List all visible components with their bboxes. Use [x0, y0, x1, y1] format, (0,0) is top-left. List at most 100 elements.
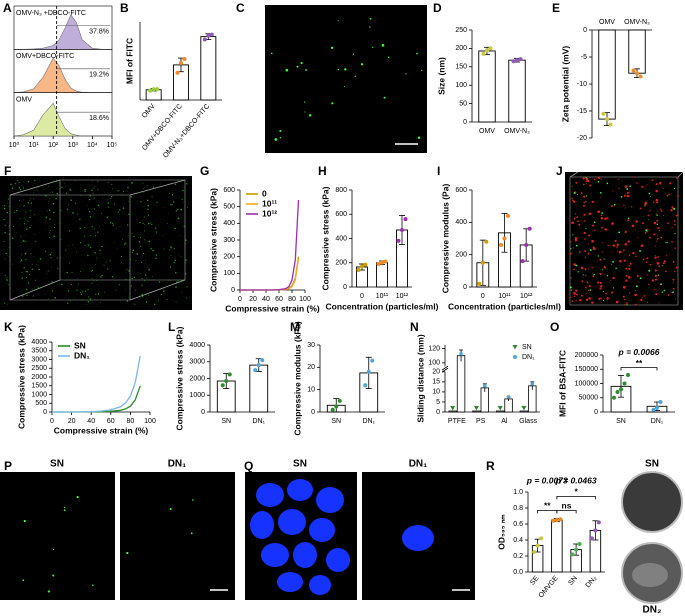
speckle	[11, 187, 14, 189]
speckle	[344, 68, 347, 71]
speckle	[12, 237, 14, 239]
speckle	[142, 296, 144, 297]
bar	[598, 29, 616, 120]
data-point	[655, 405, 659, 410]
speckle	[186, 183, 188, 185]
speckle	[184, 237, 185, 239]
speckle	[672, 278, 675, 281]
data-point	[539, 536, 544, 541]
x-tick-label: DN₂	[585, 575, 599, 590]
speckle	[153, 204, 155, 205]
speckle	[136, 253, 138, 255]
speckle	[587, 252, 590, 255]
speckle	[627, 276, 631, 279]
speckle	[660, 184, 662, 185]
speckle	[577, 220, 579, 222]
speckle	[670, 208, 673, 212]
speckle	[642, 216, 644, 218]
speckle	[667, 294, 670, 296]
speckle	[87, 244, 90, 246]
speckle	[44, 194, 45, 196]
speckle	[150, 196, 152, 198]
speckle	[166, 299, 168, 300]
y-tick-label: 15	[432, 379, 440, 386]
speckle	[174, 183, 177, 185]
data-point	[202, 37, 207, 42]
speckle	[180, 256, 182, 258]
speckle	[660, 210, 663, 212]
y-tick-label: 3000	[189, 359, 205, 366]
legend-label: DN₁	[74, 350, 90, 360]
speckle	[147, 208, 149, 211]
data-point	[497, 405, 503, 411]
speckle	[594, 229, 596, 231]
speckle	[576, 293, 579, 296]
speckle	[623, 298, 625, 301]
micrograph-p-sn	[0, 472, 115, 600]
panel-letter: I	[437, 164, 440, 178]
bar	[508, 59, 526, 123]
data-point	[148, 88, 153, 93]
x-tick-label: 10¹²	[520, 293, 533, 300]
axis-break	[441, 365, 449, 371]
data-point	[612, 395, 616, 400]
speckle	[331, 102, 334, 105]
speckle	[110, 198, 112, 200]
speckle	[652, 201, 655, 204]
image-label: SN	[645, 459, 659, 470]
speckle	[27, 180, 30, 183]
speckle	[3, 240, 5, 242]
speckle	[36, 285, 38, 287]
speckle	[599, 272, 602, 275]
data-point	[506, 213, 510, 218]
speckle	[4, 302, 6, 304]
speckle	[369, 26, 371, 28]
speckle	[124, 243, 126, 245]
speckle	[654, 278, 657, 281]
speckle	[15, 209, 18, 212]
x-tick-label: SN	[221, 418, 231, 425]
speckle	[6, 202, 8, 204]
data-point	[227, 372, 232, 377]
speckle	[107, 268, 109, 270]
y-tick-label: 0.6	[513, 521, 523, 528]
speckle	[51, 252, 53, 253]
speckle	[26, 194, 28, 196]
y-tick-label: 1000	[31, 391, 47, 398]
y-axis-label: Zeta potential (mV)	[560, 46, 570, 123]
speckle	[84, 188, 86, 191]
speckle	[618, 178, 620, 180]
speckle	[662, 187, 664, 189]
speckle	[642, 222, 644, 225]
y-tick-label: 200	[335, 260, 347, 267]
speckle	[625, 230, 627, 232]
speckle	[640, 244, 644, 247]
image-label: DN₁	[409, 459, 428, 470]
speckle	[656, 261, 660, 265]
speckle	[20, 242, 22, 243]
speckle	[23, 267, 25, 269]
speckle	[26, 228, 28, 230]
data-point	[574, 547, 579, 552]
data-point	[360, 264, 364, 269]
speckle	[67, 302, 69, 304]
speckle	[673, 220, 676, 222]
speckle	[152, 249, 154, 252]
speckle	[612, 261, 614, 263]
speckle	[672, 291, 674, 293]
speckle	[44, 228, 46, 230]
speckle	[35, 264, 37, 266]
speckle	[654, 274, 658, 277]
speckle	[53, 548, 55, 551]
speckle	[158, 281, 161, 283]
speckle	[67, 290, 70, 292]
data-point	[635, 71, 639, 76]
data-point	[206, 33, 211, 38]
y-tick-label: 200	[223, 254, 235, 261]
speckle	[569, 296, 571, 299]
panel-letter: E	[552, 1, 560, 15]
speckle	[70, 190, 72, 192]
speckle	[38, 261, 40, 263]
speckle	[641, 297, 643, 299]
